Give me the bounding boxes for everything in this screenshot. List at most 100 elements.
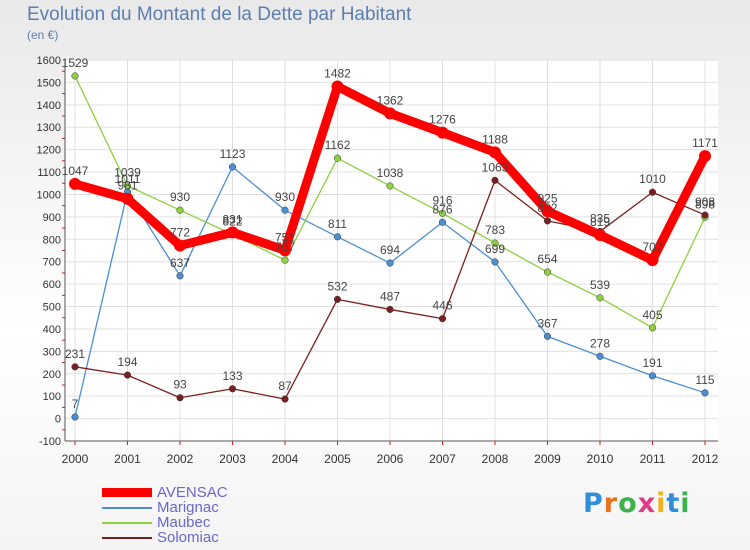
data-label-marignac: 7 [72, 397, 79, 411]
data-point-avensac [384, 107, 396, 120]
data-point-marignac [491, 258, 499, 266]
x-tick-label: 2001 [114, 452, 141, 466]
plot-area [65, 60, 718, 441]
data-label-avensac: 1047 [62, 164, 89, 178]
data-point-maubec [596, 294, 604, 302]
data-label-avensac: 1362 [377, 93, 404, 107]
data-point-solomiac [333, 295, 342, 303]
data-label-maubec: 898 [695, 197, 715, 211]
data-point-maubec [176, 206, 184, 214]
x-tick-label: 2003 [219, 452, 246, 466]
data-label-solomiac: 133 [222, 369, 242, 383]
y-tick-label: 1200 [37, 145, 61, 157]
data-label-solomiac: 87 [278, 379, 292, 393]
data-point-marignac [648, 372, 657, 380]
legend-label: AVENSAC [157, 484, 228, 501]
legend-swatch [102, 536, 152, 539]
data-label-marignac: 367 [537, 316, 557, 330]
data-label-marignac: 1123 [220, 147, 246, 161]
data-label-avensac: 1188 [482, 132, 508, 146]
y-tick-label: 1400 [37, 100, 61, 112]
data-point-solomiac [438, 315, 447, 323]
y-tick-label: 1100 [37, 167, 61, 179]
y-tick-label: 300 [43, 346, 61, 358]
data-label-solomiac: 882 [537, 201, 557, 215]
y-tick-label: 0 [55, 414, 61, 426]
data-label-marignac: 811 [328, 217, 347, 231]
chart-subtitle: (en €) [27, 28, 59, 42]
legend-swatch [102, 521, 152, 524]
y-tick-label: 500 [43, 302, 61, 314]
data-label-avensac: 751 [275, 230, 295, 244]
y-tick-label: 700 [43, 257, 61, 269]
data-point-maubec [281, 256, 289, 264]
x-tick-label: 2006 [377, 452, 404, 466]
data-point-solomiac [123, 371, 132, 379]
data-label-solomiac: 835 [590, 211, 610, 225]
legend-swatch [102, 506, 152, 509]
legend-item-avensac: AVENSAC [102, 485, 228, 500]
y-tick-label: 900 [43, 212, 61, 224]
data-point-avensac [646, 254, 659, 267]
data-label-solomiac: 194 [117, 355, 137, 369]
logo-letter: t [666, 488, 681, 519]
data-label-avensac: 1276 [429, 113, 456, 127]
data-label-avensac: 925 [537, 191, 557, 205]
data-label-maubec: 539 [590, 278, 610, 292]
data-point-marignac [596, 352, 604, 360]
logo-letter: i [656, 488, 667, 519]
legend-item-solomiac: Solomiac [102, 530, 228, 545]
data-point-maubec [333, 154, 342, 162]
data-point-marignac [386, 259, 394, 267]
data-label-maubec: 1529 [62, 56, 89, 70]
data-label-solomiac: 231 [65, 347, 85, 361]
data-label-marignac: 930 [275, 190, 295, 204]
data-point-solomiac [648, 188, 657, 196]
data-label-maubec: 1038 [377, 166, 404, 180]
data-label-maubec: 916 [432, 193, 452, 207]
data-point-maubec [71, 72, 79, 80]
y-tick-label: 1600 [37, 55, 61, 67]
data-point-maubec [438, 209, 447, 217]
x-tick-label: 2012 [692, 452, 719, 466]
data-point-avensac [594, 229, 606, 242]
data-label-marignac: 115 [695, 373, 714, 387]
data-label-maubec: 822 [222, 214, 242, 228]
data-label-maubec: 405 [642, 308, 662, 322]
legend-label: Solomiac [157, 529, 219, 546]
data-point-marignac [71, 413, 79, 421]
data-point-marignac [701, 389, 709, 397]
data-label-solomiac: 1063 [482, 160, 509, 174]
data-label-marignac: 699 [485, 242, 505, 256]
data-point-avensac [489, 146, 501, 159]
data-point-avensac [174, 239, 186, 252]
data-point-marignac [438, 218, 447, 226]
y-tick-label: -100 [39, 436, 61, 448]
data-point-marignac [176, 272, 184, 280]
legend-item-marignac: Marignac [102, 500, 228, 515]
data-point-avensac [541, 205, 554, 218]
x-tick-label: 2008 [482, 452, 509, 466]
data-label-avensac: 831 [222, 212, 242, 226]
data-point-marignac [333, 233, 342, 241]
data-point-avensac [436, 126, 449, 139]
y-tick-label: 1500 [37, 77, 61, 89]
data-label-maubec: 1162 [325, 138, 351, 152]
data-point-avensac [699, 150, 711, 163]
data-point-avensac [279, 244, 291, 257]
data-label-marignac: 637 [170, 256, 190, 270]
y-tick-label: 100 [43, 391, 61, 403]
data-point-solomiac [491, 176, 499, 184]
data-point-solomiac [71, 363, 79, 371]
data-label-marignac: 694 [380, 243, 400, 257]
y-tick-label: 600 [43, 279, 61, 291]
data-point-maubec [386, 182, 394, 190]
data-label-marignac: 876 [432, 202, 452, 216]
logo-letter: i [680, 488, 691, 519]
legend-item-maubec: Maubec [102, 515, 228, 530]
data-point-marignac [228, 163, 237, 171]
data-label-maubec: 654 [537, 252, 557, 266]
data-point-maubec [123, 182, 132, 190]
data-point-solomiac [701, 211, 709, 219]
